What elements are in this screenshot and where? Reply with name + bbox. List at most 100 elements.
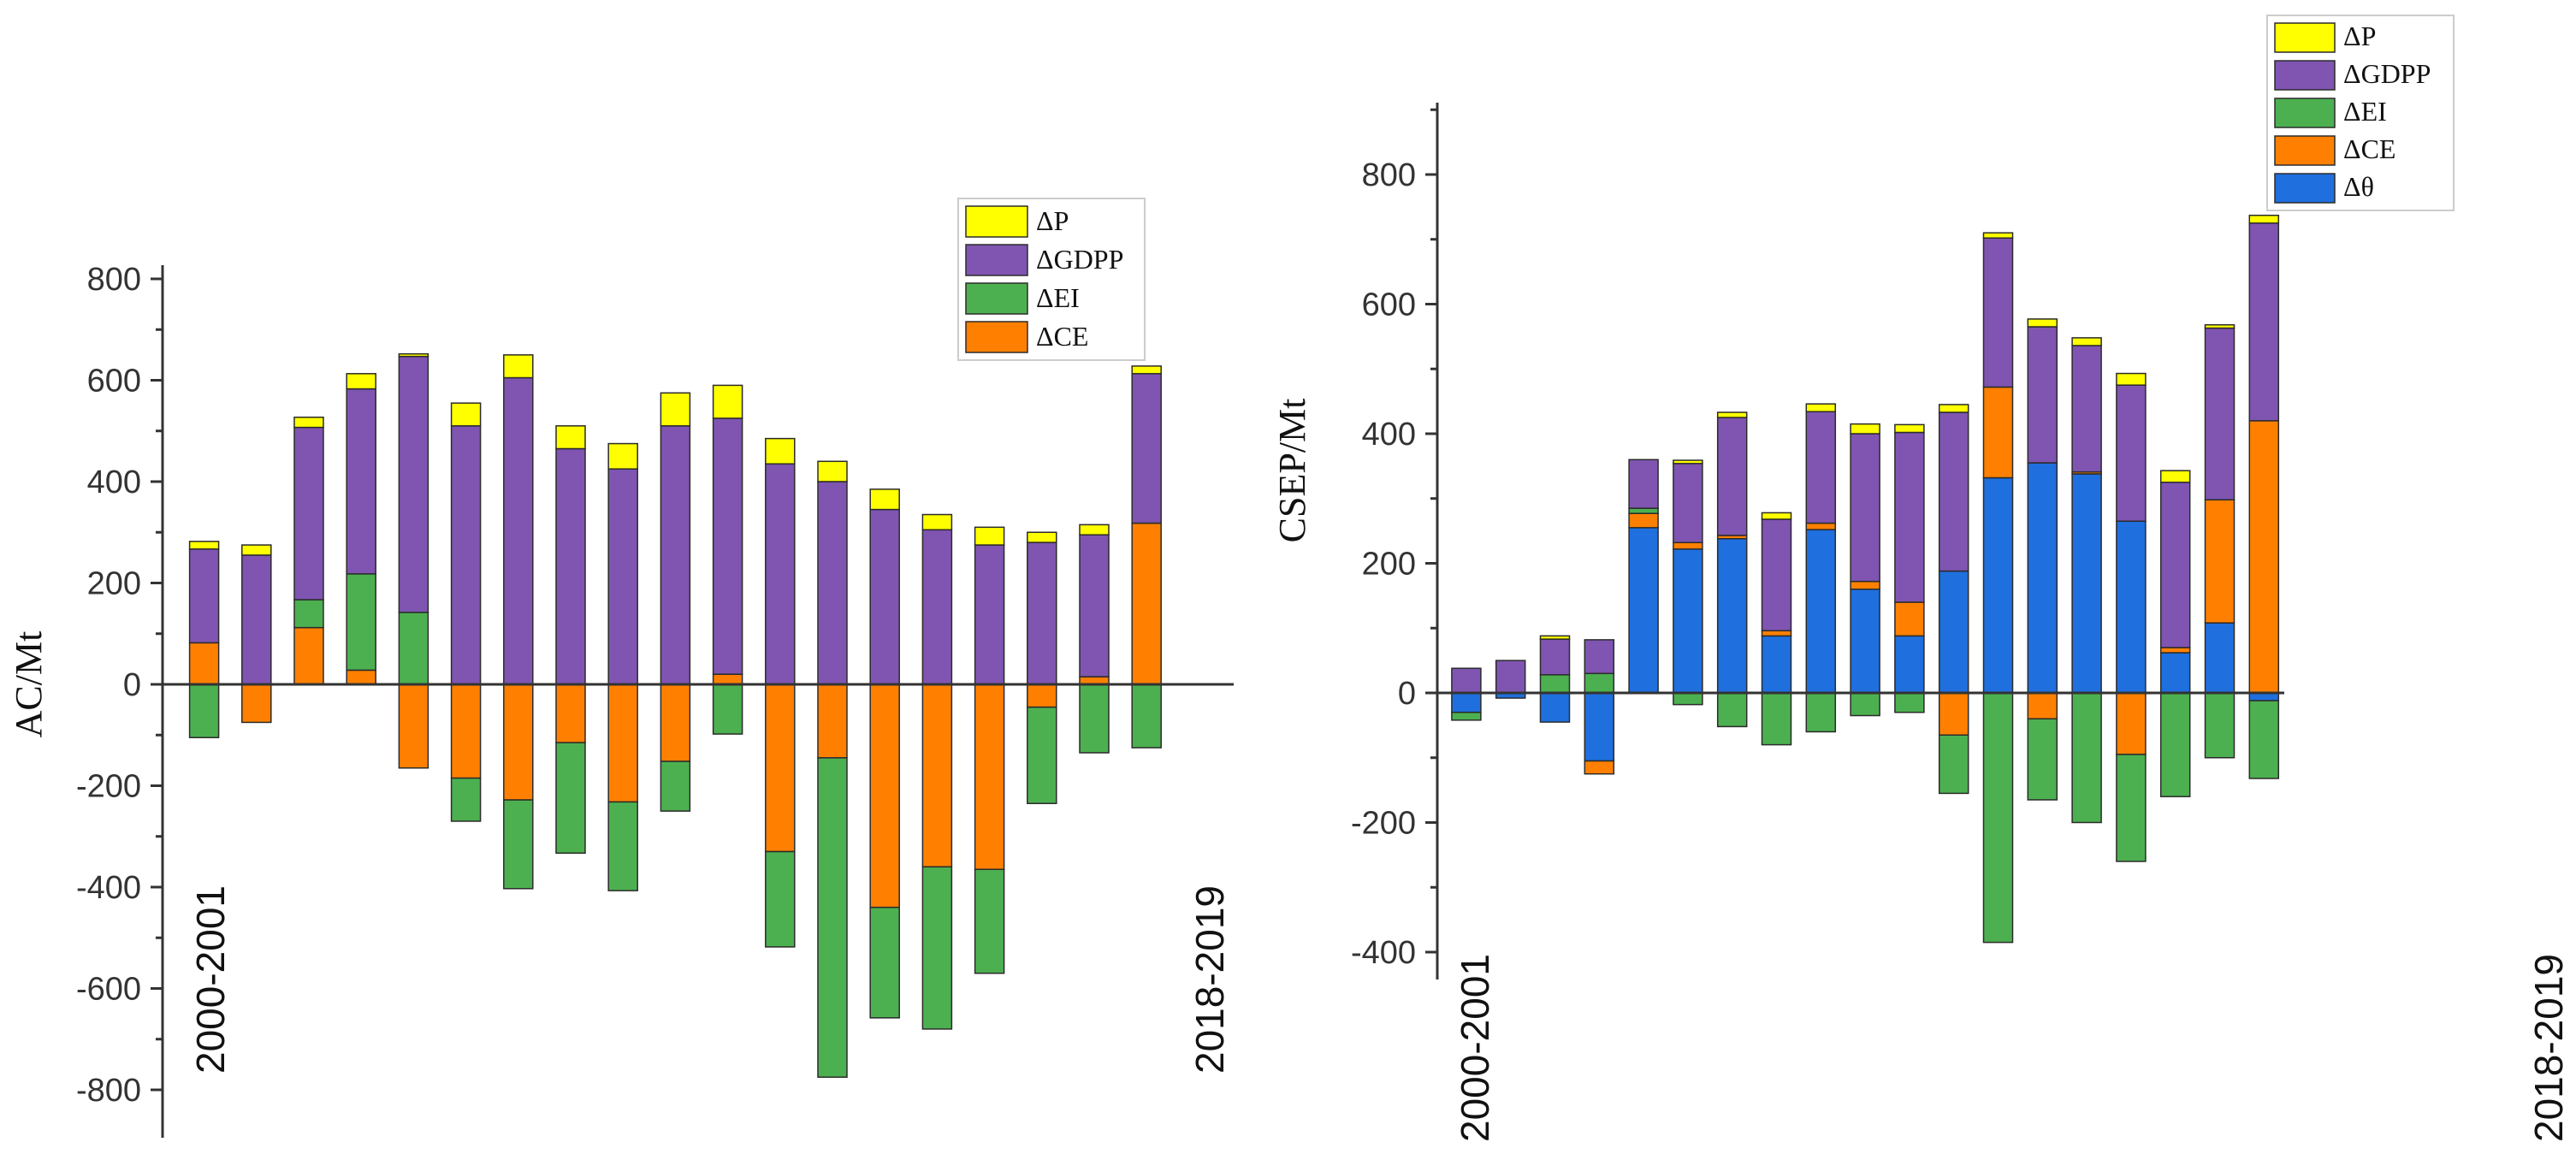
ac-legend: ΔP ΔGDPP ΔEI ΔCE (957, 198, 1146, 361)
y-tick-label: 800 (87, 262, 141, 298)
bar-segment-delta-GDPP (2116, 384, 2147, 523)
bar-segment-delta-GDPP (921, 529, 953, 685)
bar-segment-delta-P (712, 384, 743, 419)
bar-segment-delta-EI (2071, 692, 2102, 824)
y-tick-label: 600 (87, 364, 141, 399)
legend-label: ΔCE (2343, 133, 2395, 164)
bar-segment-delta-P (921, 513, 953, 531)
bar-segment-delta-GDPP (2248, 222, 2280, 422)
bar-segment-delta-P (346, 373, 376, 390)
bar-segment-delta-CE (1673, 541, 1703, 550)
legend-label: ΔP (2343, 21, 2376, 51)
bar-segment-delta-CE (241, 684, 272, 724)
bar-segment-delta-P (660, 392, 691, 427)
bar-segment-delta-θ (1761, 635, 1792, 694)
bar-segment-delta-GDPP (503, 376, 534, 685)
csep-y-axis-title: CSEP/Mt (1271, 399, 1313, 543)
bar-segment-delta-CE (503, 684, 534, 801)
bar-segment-delta-EI (1451, 711, 1482, 721)
bar-segment-delta-EI (765, 850, 796, 948)
ac-first-period-label: 2000-2001 (188, 885, 233, 1074)
bar-segment-delta-θ (2204, 622, 2235, 694)
bar-segment-delta-GDPP (1673, 463, 1703, 544)
bar-segment-delta-CE (1027, 684, 1057, 708)
csep-bars (1451, 214, 2280, 944)
y-tick-label: 200 (87, 566, 141, 602)
legend-swatch (965, 244, 1028, 276)
bar-segment-delta-EI (1131, 684, 1162, 749)
legend-swatch (965, 321, 1028, 353)
bar-segment-delta-GDPP (188, 548, 220, 644)
bar-segment-delta-CE (869, 684, 900, 908)
bar-segment-delta-GDPP (607, 468, 638, 685)
bar-segment-delta-GDPP (1938, 411, 1969, 572)
y-tick-label: 600 (1362, 287, 1416, 323)
bar-segment-delta-GDPP (241, 554, 272, 685)
bar-segment-delta-CE (2159, 647, 2191, 654)
bar-segment-delta-P (398, 352, 429, 358)
bar-segment-delta-GDPP (2027, 326, 2058, 464)
bar-segment-delta-EI (869, 906, 900, 1019)
bar-segment-delta-EI (293, 599, 324, 629)
bar-segment-delta-EI (607, 801, 638, 891)
bar-segment-delta-EI (1079, 684, 1110, 754)
bar-segment-delta-GDPP (1628, 459, 1659, 509)
bar-segment-delta-EI (921, 866, 953, 1030)
bar-segment-delta-GDPP (1982, 237, 2014, 388)
bar-segment-delta-CE (1761, 630, 1792, 637)
bar-segment-delta-P (869, 488, 900, 511)
bar-segment-delta-CE (1894, 601, 1925, 637)
bar-segment-delta-GDPP (1495, 660, 1526, 694)
bar-segment-delta-CE (817, 684, 848, 759)
bar-segment-delta-GDPP (1539, 638, 1571, 676)
bar-segment-delta-EI (1584, 672, 1615, 694)
bar-segment-delta-EI (188, 684, 220, 738)
bar-segment-delta-EI (1982, 692, 2014, 944)
legend-swatch (2274, 98, 2336, 128)
bar-segment-delta-CE (398, 684, 429, 769)
bar-segment-delta-EI (555, 742, 586, 855)
bar-segment-delta-P (1716, 411, 1748, 418)
y-tick-label: -200 (1351, 806, 1416, 842)
csep-last-period-label: 2018-2019 (2526, 954, 2571, 1142)
bar-segment-delta-GDPP (2204, 327, 2235, 501)
legend-swatch (2274, 22, 2336, 53)
bar-segment-delta-GDPP (1716, 417, 1748, 536)
legend-swatch (965, 205, 1028, 238)
bar-segment-delta-GDPP (555, 447, 586, 685)
bar-segment-delta-GDPP (1584, 639, 1615, 675)
bar-segment-delta-θ (2116, 520, 2147, 694)
bar-segment-delta-GDPP (712, 417, 743, 675)
bar-segment-delta-GDPP (293, 426, 324, 601)
bar-segment-delta-GDPP (1451, 667, 1482, 694)
bar-segment-delta-P (2248, 214, 2280, 224)
bar-segment-delta-CE (2204, 499, 2235, 624)
bar-segment-delta-P (293, 417, 324, 429)
bar-segment-delta-θ (1584, 692, 1615, 762)
bar-segment-delta-EI (1805, 692, 1837, 733)
bar-segment-delta-P (1131, 365, 1162, 375)
bar-segment-delta-EI (817, 757, 848, 1078)
bar-segment-delta-P (1894, 423, 1925, 434)
bar-segment-delta-P (1079, 524, 1110, 536)
csep-legend: ΔP ΔGDPP ΔEI ΔCE Δθ (2266, 15, 2455, 211)
bar-segment-delta-θ (1894, 635, 1925, 694)
bar-segment-delta-P (607, 442, 638, 470)
bar-segment-delta-GDPP (1850, 433, 1880, 583)
bar-segment-delta-EI (1761, 692, 1792, 746)
ac-bars (188, 352, 1162, 1078)
ac-y-axis-title: AC/Mt (8, 631, 50, 738)
bar-segment-delta-GDPP (346, 388, 376, 575)
bar-segment-delta-P (503, 354, 534, 379)
bar-segment-delta-CE (188, 642, 220, 685)
bar-segment-delta-GDPP (1894, 431, 1925, 603)
bar-segment-delta-θ (1938, 570, 1969, 694)
bar-segment-delta-EI (346, 573, 376, 672)
legend-swatch (965, 282, 1028, 315)
y-tick-label: -200 (76, 769, 141, 805)
legend-swatch (2274, 173, 2336, 204)
bar-segment-delta-GDPP (1805, 411, 1837, 524)
bar-segment-delta-EI (2027, 718, 2058, 801)
